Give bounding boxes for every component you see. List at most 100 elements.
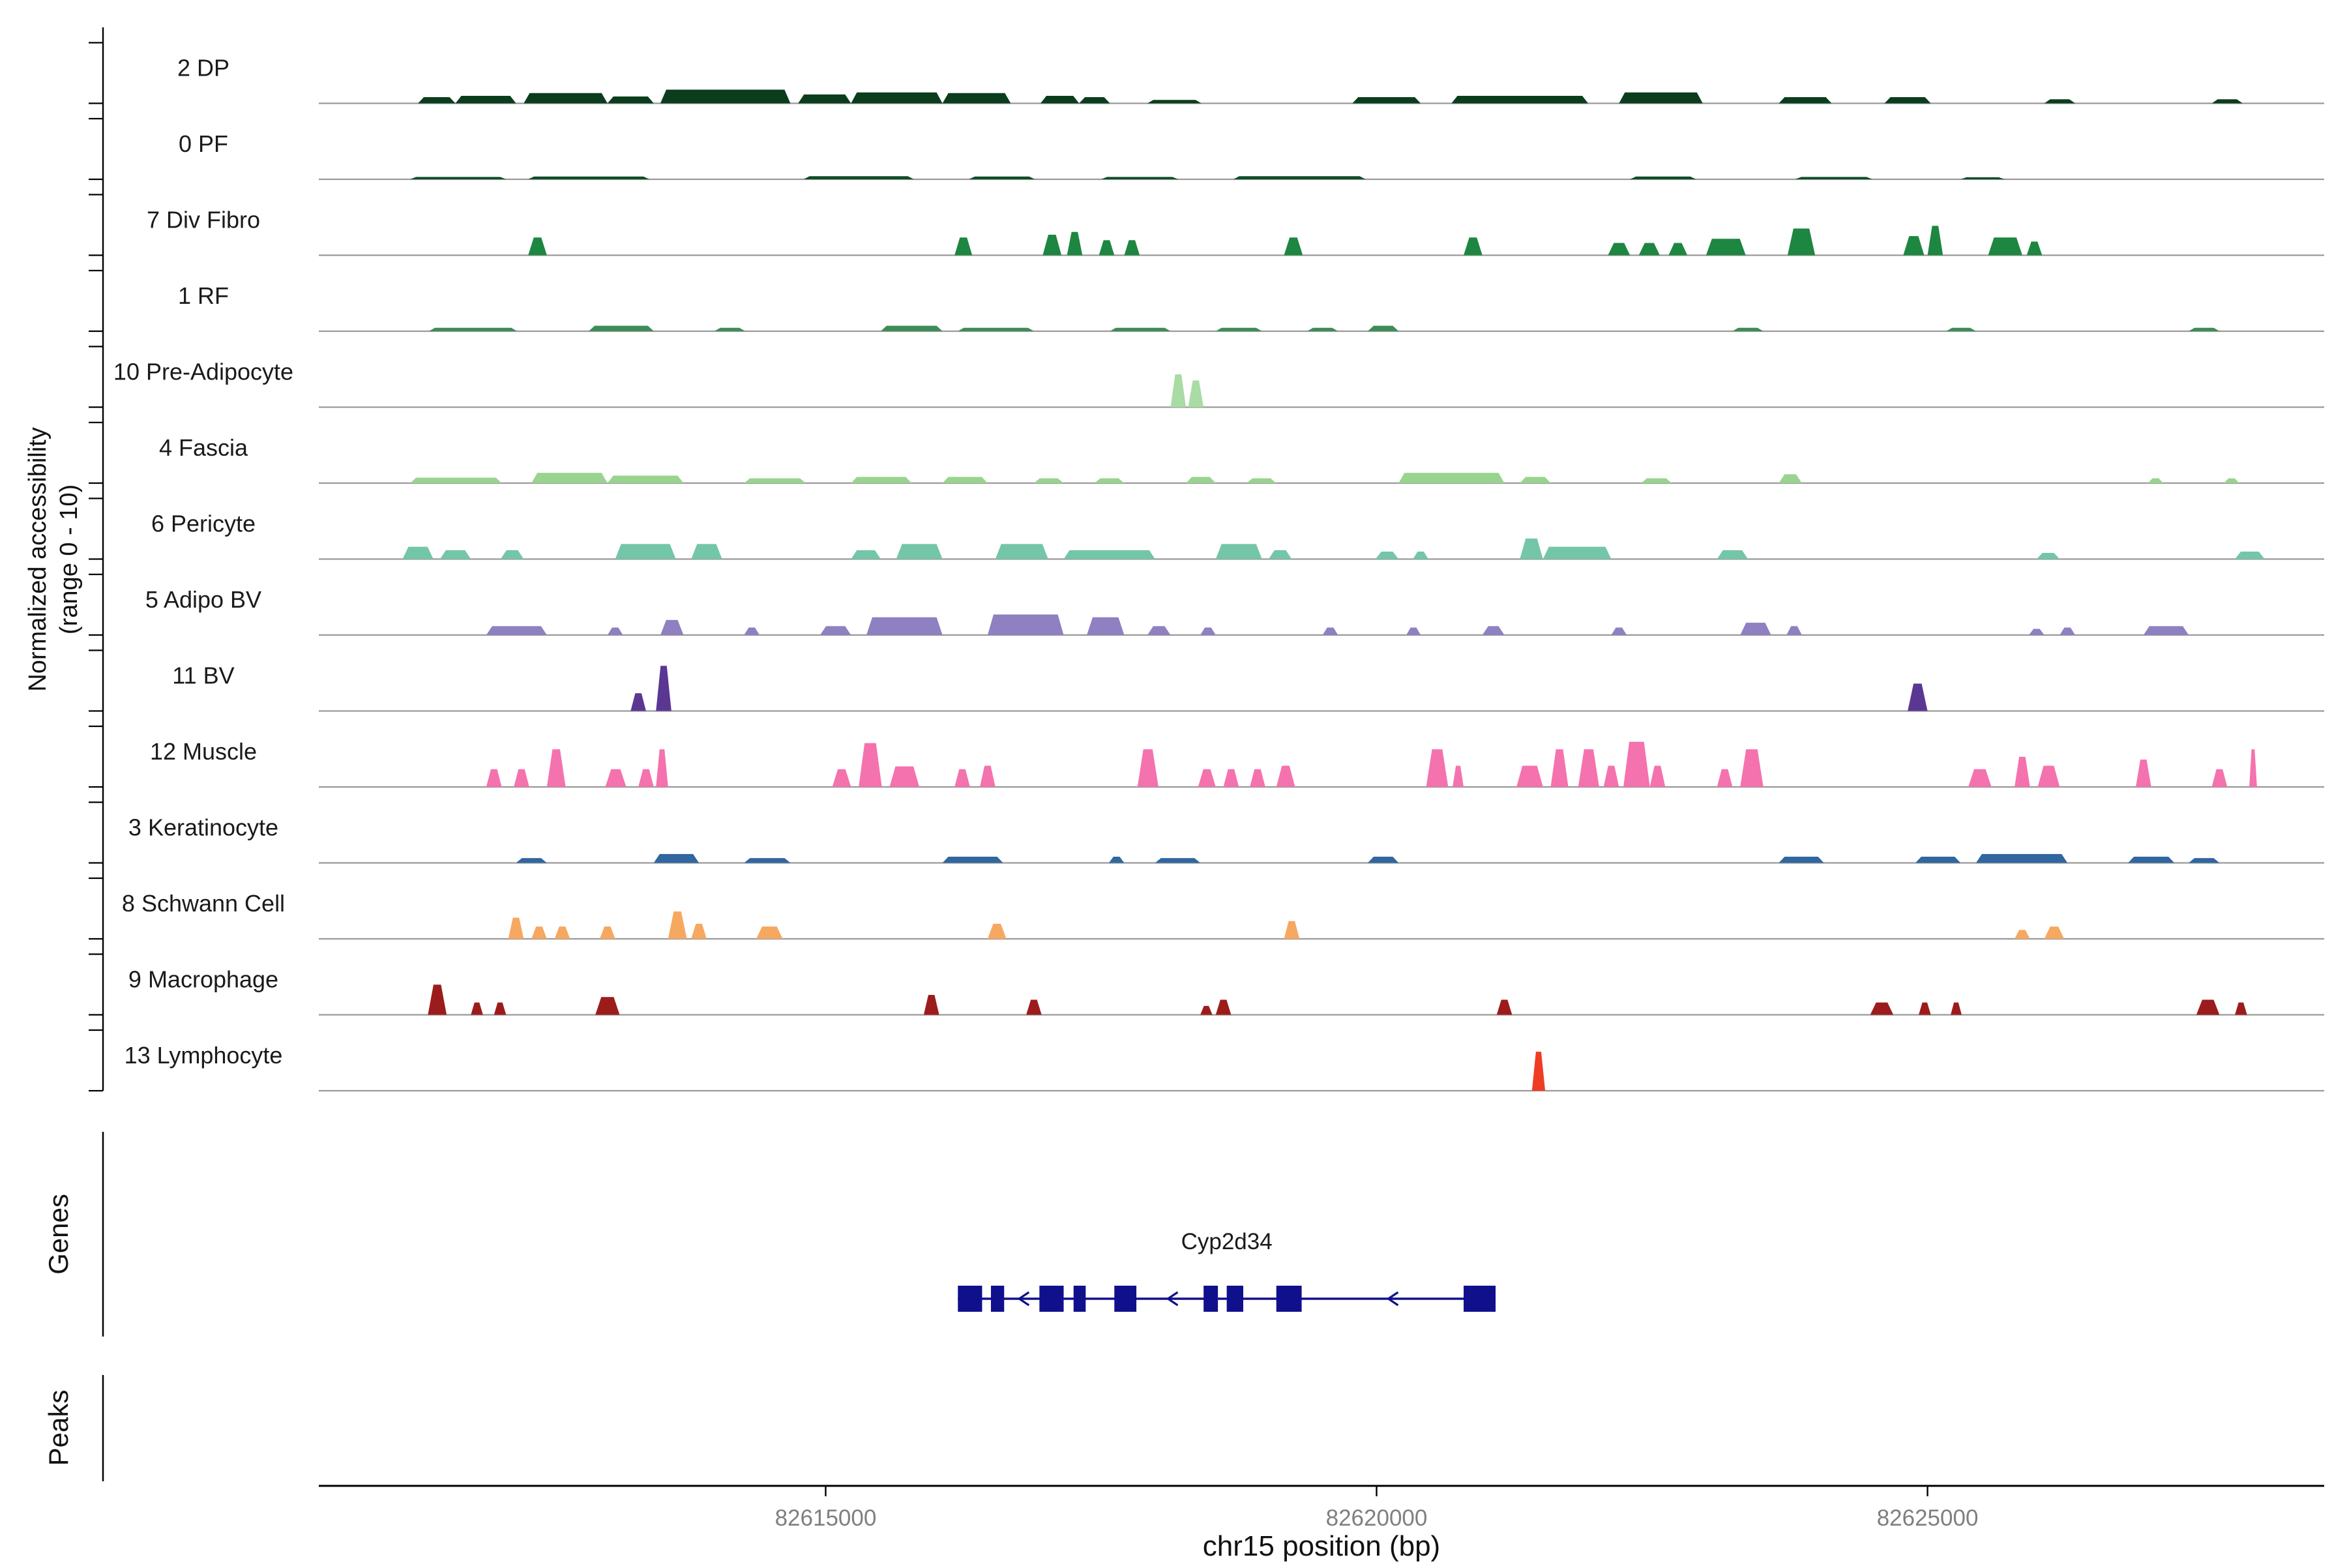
track-signal (987, 614, 1064, 635)
track-signal (1608, 243, 1631, 256)
track-signal (2235, 551, 2265, 559)
track-signal (1787, 228, 1816, 256)
track-label: 2 DP (177, 55, 229, 81)
track-signal (1668, 243, 1688, 256)
track-signal (1550, 749, 1569, 787)
x-tick-label: 82620000 (1326, 1505, 1428, 1531)
track-signal (528, 176, 650, 179)
track-signal (2235, 1002, 2247, 1015)
track-signal (2015, 756, 2030, 787)
y-axis-title-line2: (range 0 - 10) (55, 484, 83, 634)
track-signal (851, 550, 881, 559)
track-signal (1638, 243, 1660, 256)
track-signal (958, 327, 1034, 331)
track-signal (1740, 623, 1771, 635)
gene-strand-arrow-icon (1166, 1291, 1179, 1307)
track-label: 6 Pericyte (151, 510, 256, 537)
gene-strand-arrow-icon (1386, 1291, 1399, 1307)
gene-model: Cyp2d34 (958, 1229, 1496, 1312)
track-signal (486, 626, 547, 635)
track-signal (942, 93, 1011, 104)
track-label: 9 Macrophage (128, 966, 278, 993)
gene-exon (1464, 1286, 1496, 1312)
track-signal (1200, 627, 1216, 635)
gene-exon (1226, 1286, 1244, 1312)
track-signal (589, 325, 654, 331)
track-signal (2249, 749, 2257, 787)
track-signal (516, 858, 547, 863)
gene-exon (958, 1286, 982, 1312)
track-signal (607, 475, 684, 483)
track-signal (691, 544, 722, 559)
track-signal (1786, 626, 1802, 635)
track-signal (605, 769, 627, 787)
gene-exon (1276, 1286, 1302, 1312)
track-signal (500, 550, 524, 559)
track-signal (1200, 1005, 1213, 1015)
track-signal (1426, 749, 1449, 787)
track-label: 8 Schwann Cell (122, 890, 285, 917)
track-label: 5 Adipo BV (145, 586, 261, 613)
x-tick-label: 82625000 (1877, 1505, 1979, 1531)
track-signal (2211, 99, 2243, 104)
track-signal (1705, 239, 1746, 256)
x-tick-label: 82615000 (775, 1505, 877, 1531)
track-signal (402, 546, 434, 559)
track-signal (923, 995, 939, 1015)
tracks-axis-bracket (89, 27, 104, 1092)
track-signal (744, 858, 791, 863)
track-signal (1155, 858, 1201, 863)
track-signal (1223, 769, 1239, 787)
track-signal (2044, 99, 2076, 104)
track-signal (514, 769, 529, 787)
track-signal (1284, 921, 1300, 939)
track-signal (429, 327, 518, 331)
track-signal (1870, 1002, 1894, 1015)
gene-exon (990, 1286, 1005, 1312)
track-signal (1779, 857, 1824, 863)
track-signal (1453, 765, 1464, 787)
track-signal (1649, 765, 1666, 787)
track-signal (1268, 550, 1292, 559)
track-signal (851, 477, 912, 483)
track-signal (1740, 749, 1764, 787)
tracks-area: 2 DP 0 PF 7 Div Fibro 1 RF 10 Pre-Adipocyte 4… (113, 55, 2324, 1092)
track-signal (1094, 478, 1125, 483)
track-signal (439, 550, 471, 559)
track-signal (1284, 237, 1303, 256)
track-signal (410, 477, 502, 483)
peaks-section-label: Peaks (43, 1390, 74, 1466)
track-signal (1951, 1002, 1962, 1015)
track-signal (1307, 327, 1338, 331)
track-signal (1147, 100, 1202, 104)
track-signal (1919, 1002, 1931, 1015)
track-signal (1124, 240, 1140, 256)
track-signal (1352, 97, 1421, 104)
track-label: 7 Div Fibro (147, 207, 260, 233)
track-signal (987, 923, 1007, 939)
track-signal (820, 626, 851, 635)
track-signal (1717, 550, 1749, 559)
track-signal (1367, 857, 1399, 863)
track-signal (1531, 1052, 1546, 1091)
track-signal (1398, 473, 1505, 483)
gene-name-label: Cyp2d34 (1181, 1229, 1273, 1254)
track-signal (954, 769, 970, 787)
track-signal (942, 857, 1003, 863)
track-signal (756, 926, 783, 939)
track-signal (1641, 478, 1672, 483)
track-signal (1250, 769, 1265, 787)
track-label: 0 PF (179, 130, 228, 157)
track-signal (471, 1002, 483, 1015)
track-signal (1988, 237, 2022, 256)
gene-exon (1114, 1286, 1137, 1312)
gene-strand-arrow-icon (1017, 1291, 1030, 1307)
track-signal (1188, 380, 1204, 407)
track-signal (1026, 999, 1042, 1015)
track-signal (1884, 97, 1931, 104)
track-signal (2224, 478, 2239, 483)
track-signal (1946, 327, 1976, 331)
track-signal (1927, 226, 1943, 256)
track-signal (1108, 857, 1125, 863)
